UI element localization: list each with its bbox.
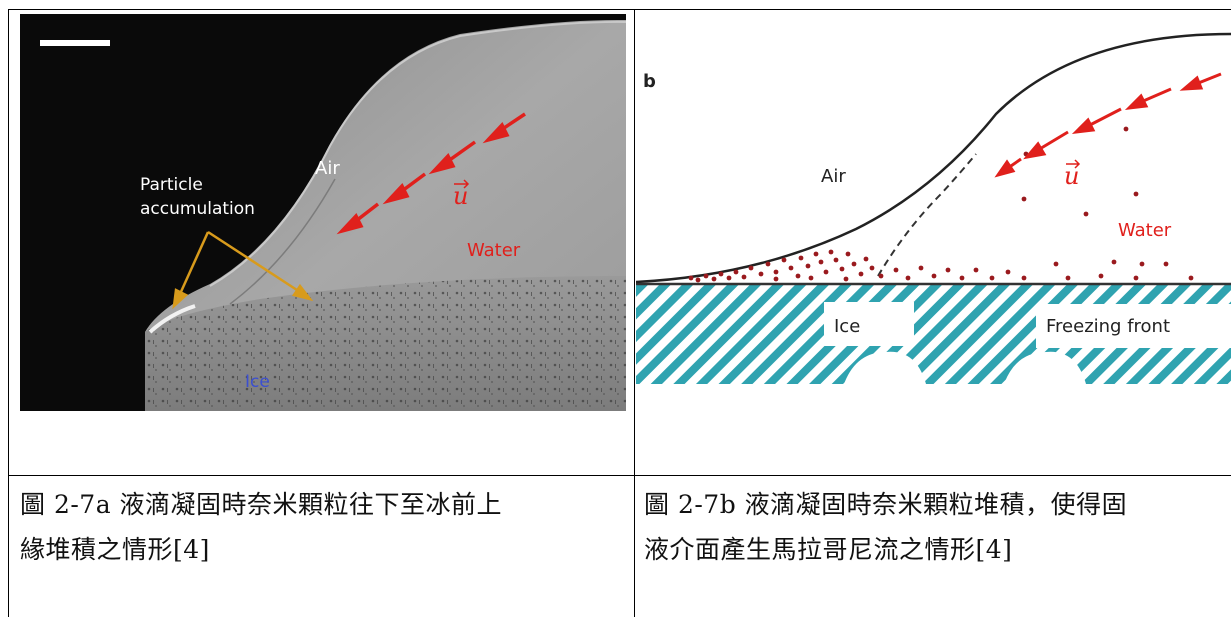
figure-b-schematic: b Air u Water Ice Freezing front bbox=[636, 14, 1231, 384]
air-label-b: Air bbox=[821, 166, 846, 187]
water-label-a: Water bbox=[467, 240, 521, 261]
figure-b-caption: 圖 2-7b 液滴凝固時奈米顆粒堆積，使得固 液介面產生馬拉哥尼流之情形[4] bbox=[644, 482, 1231, 572]
vector-arrow-a bbox=[454, 179, 470, 189]
figure-a-caption-line1: 圖 2-7a 液滴凝固時奈米顆粒往下至冰前上 bbox=[20, 490, 503, 519]
figure-b-caption-line1: 圖 2-7b 液滴凝固時奈米顆粒堆積，使得固 bbox=[644, 490, 1128, 519]
flow-arrows-b bbox=[994, 72, 1222, 178]
panel-label-b: b bbox=[643, 71, 656, 92]
freezing-front-label: Freezing front bbox=[1046, 316, 1170, 337]
table-center-border bbox=[634, 9, 635, 617]
scale-bar bbox=[40, 40, 110, 46]
accumulation-label-a: accumulation bbox=[140, 199, 255, 219]
table-left-border bbox=[8, 9, 9, 617]
figure-a-photo: Air Particle accumulation u Water Ice bbox=[20, 14, 626, 411]
air-label-a: Air bbox=[315, 158, 340, 179]
particles-b bbox=[688, 126, 1194, 283]
vector-arrow-b bbox=[1066, 159, 1081, 169]
figure-a-caption: 圖 2-7a 液滴凝固時奈米顆粒往下至冰前上 緣堆積之情形[4] bbox=[20, 482, 630, 572]
table-middle-border bbox=[8, 475, 1231, 476]
figure-table: Air Particle accumulation u Water Ice bbox=[8, 0, 1231, 617]
velocity-symbol-b: u bbox=[1064, 162, 1079, 190]
water-label-b: Water bbox=[1118, 220, 1172, 241]
table-top-border bbox=[8, 9, 1231, 10]
droplet-outline-b bbox=[636, 32, 1231, 284]
accumulation-arrows bbox=[172, 230, 314, 310]
ice-label-a: Ice bbox=[245, 372, 270, 392]
particle-label-a: Particle bbox=[140, 175, 203, 195]
velocity-symbol-a: u bbox=[453, 182, 468, 210]
figure-a-caption-line2: 緣堆積之情形[4] bbox=[20, 535, 210, 564]
flow-arrows-a bbox=[336, 112, 526, 235]
ice-label-b: Ice bbox=[834, 316, 860, 337]
figure-b-caption-line2: 液介面產生馬拉哥尼流之情形[4] bbox=[644, 535, 1013, 564]
